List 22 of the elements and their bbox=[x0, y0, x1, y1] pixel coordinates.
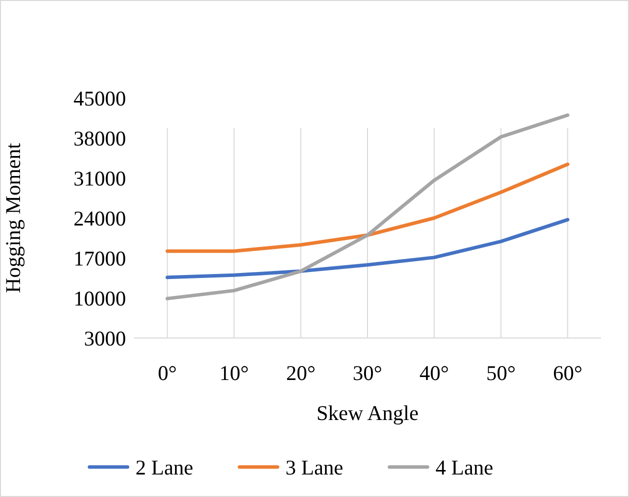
y-tick-label: 45000 bbox=[74, 86, 126, 110]
x-tick-label: 50° bbox=[486, 361, 516, 385]
y-tick-label: 10000 bbox=[74, 286, 126, 310]
x-tick-label: 60° bbox=[552, 361, 582, 385]
legend-label: 3 Lane bbox=[286, 455, 344, 480]
legend-label: 2 Lane bbox=[136, 455, 194, 480]
x-tick-label: 0° bbox=[158, 361, 177, 385]
x-tick-label: 30° bbox=[352, 361, 382, 385]
x-axis-title: Skew Angle bbox=[316, 401, 419, 425]
y-tick-label: 3000 bbox=[84, 326, 126, 350]
x-tick-label: 20° bbox=[286, 361, 316, 385]
y-tick-label: 38000 bbox=[74, 126, 126, 150]
legend-label: 4 Lane bbox=[436, 455, 494, 480]
line-series bbox=[166, 162, 570, 253]
x-tick-label: 40° bbox=[420, 361, 449, 385]
y-tick-label: 24000 bbox=[74, 206, 126, 230]
line-series bbox=[166, 218, 570, 280]
y-tick-label: 17000 bbox=[74, 246, 126, 270]
line-series bbox=[166, 113, 570, 300]
y-tick-label: 31000 bbox=[74, 166, 126, 190]
y-axis-title: Hogging Moment bbox=[1, 142, 25, 293]
x-tick-label: 10° bbox=[219, 361, 249, 385]
